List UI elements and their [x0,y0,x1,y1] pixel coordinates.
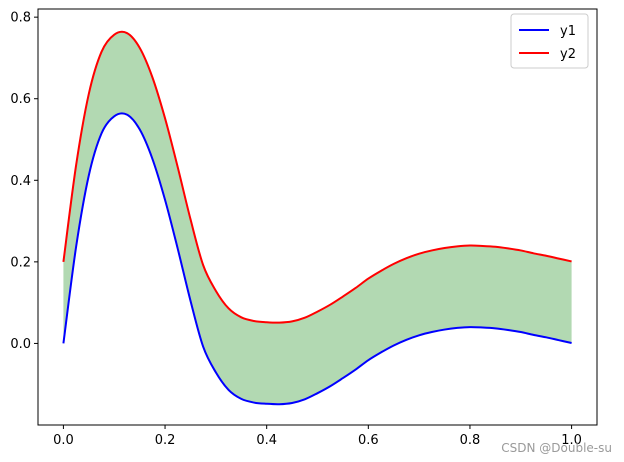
x-tick-label: 0.6 [358,433,379,448]
legend-box [510,13,589,69]
plot-frame [37,8,598,426]
y-tick-label: 0.2 [10,255,31,270]
x-tick-label: 0.2 [155,433,176,448]
x-tick-label: 0.8 [460,433,481,448]
y-axis: 0.0 0.2 0.4 0.6 0.8 [10,11,38,352]
y-tick-label: 0.8 [10,11,31,26]
y-tick-label: 0.0 [10,337,31,352]
watermark-text: CSDN @Double-su [501,441,612,455]
series-layer [62,30,572,406]
series-line-y2 [62,30,572,324]
x-tick-label: 1.0 [561,433,582,448]
legend-label-y1: y1 [560,24,576,39]
fill-between-band [63,31,572,405]
legend-label-y2: y2 [560,47,576,62]
legend: y1 y2 [510,13,589,69]
series-line-y1 [62,112,572,406]
x-tick-label: 0.4 [256,433,277,448]
x-axis: 0.0 0.2 0.4 0.6 0.8 1.0 [53,425,582,448]
y-tick-label: 0.6 [10,92,31,107]
x-tick-label: 0.0 [53,433,74,448]
y-tick-label: 0.4 [10,174,31,189]
